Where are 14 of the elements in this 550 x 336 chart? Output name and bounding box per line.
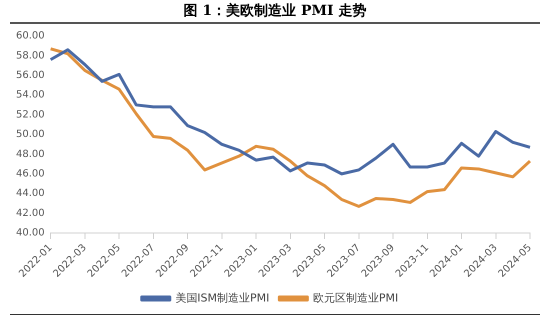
y-tick-label: 60.00 — [16, 30, 45, 42]
y-tick-label: 46.00 — [16, 168, 45, 180]
legend-label: 欧元区制造业PMI — [312, 291, 398, 304]
y-tick-label: 52.00 — [16, 109, 45, 120]
y-tick-label: 48.00 — [16, 148, 45, 160]
y-tick-label: 42.00 — [16, 208, 45, 219]
legend-label: 美国ISM制造业PMI — [175, 291, 270, 304]
y-tick-label: 44.00 — [16, 188, 45, 200]
y-tick-label: 40.00 — [16, 228, 45, 239]
y-tick-label: 54.00 — [16, 90, 45, 101]
y-tick-label: 50.00 — [16, 129, 45, 140]
y-tick-label: 56.00 — [16, 70, 45, 81]
y-tick-label: 58.00 — [16, 50, 45, 62]
chart-title: 图 1：美欧制造业 PMI 走势 — [182, 2, 368, 21]
